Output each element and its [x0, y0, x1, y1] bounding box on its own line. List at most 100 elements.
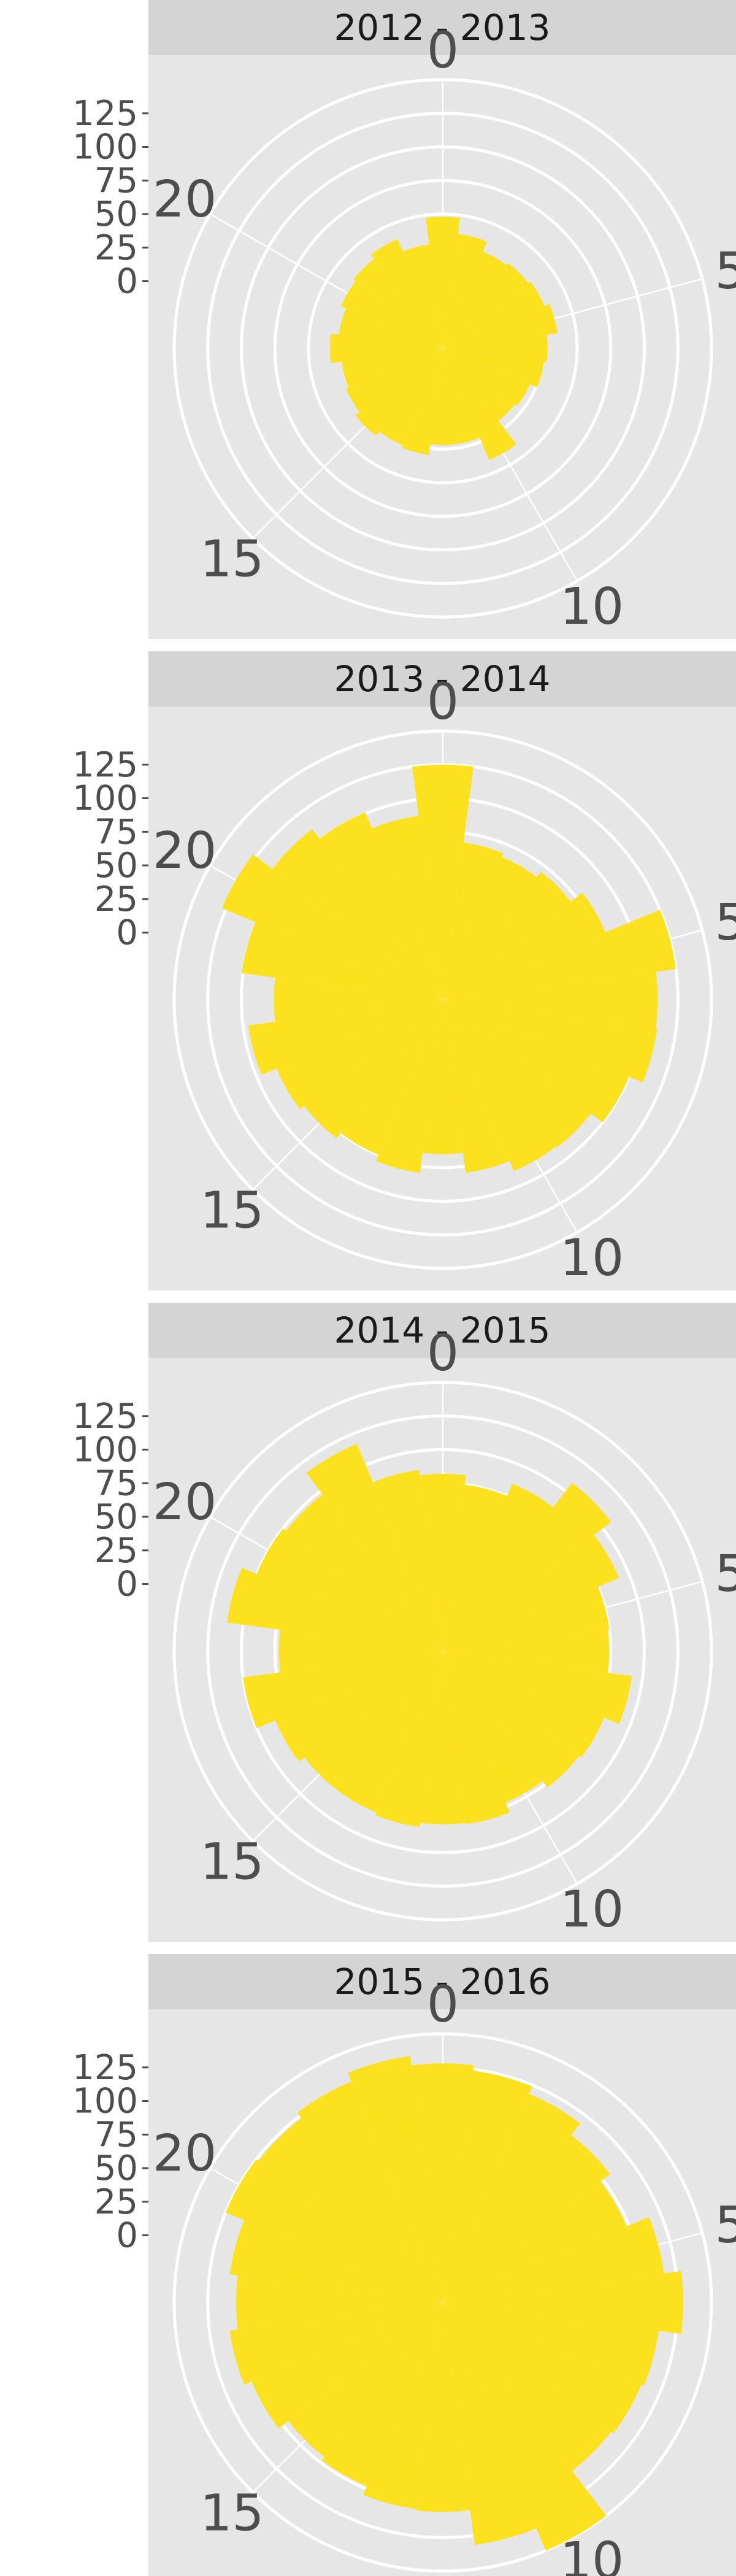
bar-hour-0 [426, 217, 460, 348]
bar-hour-23 [373, 1470, 443, 1651]
bar-hour-15 [355, 348, 443, 436]
bar-hour-4 [443, 892, 606, 1000]
bar-hour-1 [443, 842, 504, 1000]
bar-hour-9 [443, 2302, 611, 2471]
bar-hour-20 [221, 854, 443, 1000]
bar-hour-0 [412, 764, 473, 1000]
bar-hour-11 [443, 2302, 537, 2545]
bar-hour-3 [443, 263, 528, 348]
theta-tick-label: 10 [560, 578, 624, 636]
bar-hour-10 [443, 2302, 607, 2551]
bar-hour-15 [288, 2302, 443, 2457]
bar-hour-22 [306, 1444, 443, 1651]
bar-hour-2 [443, 251, 507, 348]
bar-hour-23 [372, 816, 443, 1000]
y-tick-label: 100 [72, 2082, 138, 2122]
y-tick-label: 125 [72, 2048, 138, 2088]
bar-hour-9 [443, 348, 516, 421]
facet-title: 2012 - 2013 [334, 7, 550, 48]
bar-hour-19 [242, 922, 443, 1000]
bar-hour-13 [376, 1000, 443, 1173]
bar-hour-7 [443, 2302, 659, 2386]
bar-hour-0 [412, 2063, 474, 2302]
bar-hour-4 [443, 1535, 619, 1651]
bar-hour-10 [443, 1000, 556, 1171]
bar-hour-9 [443, 1000, 591, 1148]
bar-hour-6 [443, 1629, 610, 1673]
bar-hour-8 [443, 1000, 629, 1122]
bar-hour-21 [272, 829, 443, 1000]
theta-tick-label: 5 [715, 242, 736, 301]
theta-tick-label: 15 [200, 531, 264, 589]
y-tick-label: 0 [116, 262, 138, 302]
bar-hour-15 [304, 1651, 443, 1790]
bar-hour-22 [319, 812, 443, 1000]
y-tick-label: 125 [72, 745, 138, 785]
bar-hour-2 [443, 857, 537, 1000]
y-tick-label: 50 [94, 846, 138, 886]
bar-hour-10 [443, 348, 516, 461]
bar-hour-13 [402, 348, 443, 455]
y-tick-label: 50 [94, 2149, 138, 2188]
bar-hour-11 [443, 1000, 510, 1173]
bar-hour-1 [443, 1484, 507, 1651]
y-tick-label: 125 [72, 1397, 138, 1436]
y-tick-label: 100 [72, 128, 138, 167]
facet-strip [148, 1954, 736, 2009]
y-tick-label: 0 [116, 1565, 138, 1604]
bar-hour-23 [402, 244, 443, 348]
bar-hour-9 [443, 1651, 580, 1788]
bar-hour-13 [375, 1651, 443, 1827]
theta-tick-label: 10 [560, 2532, 624, 2576]
bar-hour-20 [341, 281, 443, 348]
theta-tick-label: 15 [200, 1833, 264, 1892]
bar-hour-22 [297, 2081, 443, 2302]
bar-hour-18 [274, 978, 443, 1022]
bar-hour-13 [363, 2302, 443, 2509]
bar-hour-7 [443, 348, 544, 388]
theta-tick-label: 5 [715, 894, 736, 952]
y-tick-label: 100 [72, 779, 138, 819]
theta-tick-label: 10 [560, 1880, 624, 1939]
theta-tick-label: 0 [427, 1976, 459, 2034]
bar-hour-14 [379, 348, 443, 445]
theta-tick-label: 15 [200, 2485, 264, 2543]
bar-hour-21 [258, 2118, 443, 2302]
bar-hour-3 [443, 2135, 610, 2302]
bar-hour-5 [443, 910, 676, 1000]
y-tick-label: 25 [94, 228, 138, 268]
y-tick-label: 50 [94, 1497, 138, 1537]
theta-tick-label: 5 [715, 2196, 736, 2255]
theta-tick-label: 0 [427, 1324, 459, 1382]
y-tick-label: 25 [94, 880, 138, 919]
bar-hour-17 [229, 2302, 443, 2385]
bar-hour-8 [443, 1651, 604, 1758]
bar-hour-11 [443, 1651, 510, 1825]
bar-hour-17 [342, 348, 443, 388]
y-tick-label: 0 [116, 913, 138, 953]
y-tick-label: 75 [94, 161, 138, 201]
bar-hour-5 [443, 1587, 610, 1651]
bar-hour-22 [370, 239, 443, 348]
y-tick-label: 75 [94, 812, 138, 852]
bar-hour-6 [443, 2271, 684, 2334]
bar-hour-6 [443, 972, 658, 1028]
bar-hour-0 [420, 1473, 466, 1651]
bar-hour-20 [256, 1528, 443, 1651]
theta-tick-label: 20 [153, 171, 217, 229]
bar-hour-3 [443, 1482, 611, 1651]
bar-hour-4 [443, 2181, 627, 2302]
y-tick-label: 75 [94, 1463, 138, 1503]
bar-hour-20 [225, 2159, 443, 2302]
theta-tick-label: 0 [427, 673, 459, 731]
bar-hour-12 [415, 2302, 470, 2512]
facet-title: 2013 - 2014 [334, 658, 550, 700]
bar-hour-12 [420, 1651, 466, 1825]
bar-hour-16 [275, 1651, 443, 1761]
bar-hour-5 [443, 2217, 664, 2302]
bar-hour-16 [251, 2302, 443, 2429]
bar-hour-7 [443, 1000, 657, 1083]
